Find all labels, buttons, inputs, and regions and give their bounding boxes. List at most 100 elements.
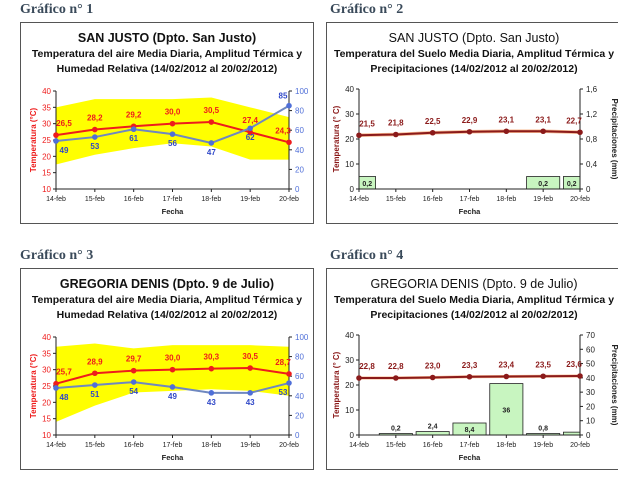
data-point xyxy=(208,390,215,396)
y-tick-label: 35 xyxy=(42,349,51,358)
data-label: 30,5 xyxy=(204,106,220,115)
data-label: 53 xyxy=(90,142,99,151)
data-label: 26,5 xyxy=(56,119,72,128)
data-label: 27,4 xyxy=(242,116,258,125)
y-tick-label: 20 xyxy=(42,398,51,407)
chart-subtitle: Temperatura del aire Media Diaria, Ampli… xyxy=(31,48,303,60)
x-tick-label: 14-feb xyxy=(46,442,66,449)
y2-tick-label: 0 xyxy=(586,431,591,440)
y2-tick-label: 1,6 xyxy=(586,85,598,94)
data-point xyxy=(169,384,176,390)
x-tick-label: 20-feb xyxy=(570,442,590,449)
y-axis-title: Temperatura (°C) xyxy=(29,107,38,172)
chart-subtitle: Precipitaciones (14/02/2012 al 20/02/201… xyxy=(370,309,578,321)
data-label: 24,3 xyxy=(275,126,291,135)
y-tick-label: 10 xyxy=(345,160,354,169)
chart-3: GREGORIA DENIS (Dpto. 9 de Julio) Temper… xyxy=(20,268,314,470)
y2-tick-label: 50 xyxy=(586,360,595,369)
data-point xyxy=(169,366,176,373)
y2-tick-label: 100 xyxy=(295,333,309,342)
data-point xyxy=(208,119,215,125)
x-tick-label: 18-feb xyxy=(496,442,516,449)
chart-subtitle: Temperatura del Suelo Media Diaria, Ampl… xyxy=(333,48,615,60)
data-point xyxy=(130,367,137,374)
chart-subtitle: Humedad Relativa (14/02/2012 al 20/02/20… xyxy=(56,63,278,75)
x-tick-label: 19-feb xyxy=(240,196,260,203)
x-tick-label: 17-feb xyxy=(163,196,183,203)
data-label: 43 xyxy=(207,398,216,407)
y-tick-label: 25 xyxy=(42,382,51,391)
chart-4-plot: 0,2 2,4 8,4 36 0,8 0 10 20 30 40 0 10 20 30 40 50 60 70 14… xyxy=(332,331,618,462)
y-tick-label: 40 xyxy=(345,85,354,94)
data-label: 49 xyxy=(60,146,69,155)
chart-3-plot: 10 15 20 25 30 35 40 0 20 40 60 80 100 14-feb 15-feb 16… xyxy=(29,333,309,462)
y-tick-label: 0 xyxy=(350,431,355,440)
data-label: 54 xyxy=(129,387,138,396)
x-tick-label: 15-feb xyxy=(85,196,105,203)
data-label: 29,7 xyxy=(126,355,142,364)
x-tick-label: 15-feb xyxy=(85,442,105,449)
bar-data-label: 2,4 xyxy=(428,424,438,431)
y2-tick-label: 20 xyxy=(295,165,304,174)
chart-2-heading: Gráfico n° 2 xyxy=(330,2,404,17)
data-label: 25,7 xyxy=(56,368,72,377)
chart-4: GREGORIA DENIS (Dpto. 9 de Julio) Temper… xyxy=(326,268,618,470)
y2-tick-label: 1,2 xyxy=(586,110,598,119)
data-point xyxy=(503,373,510,380)
y-tick-label: 40 xyxy=(345,331,354,340)
y2-tick-label: 40 xyxy=(295,392,304,401)
y-tick-label: 40 xyxy=(42,333,51,342)
data-label: 43 xyxy=(246,398,255,407)
data-point xyxy=(130,379,137,385)
data-label: 49 xyxy=(168,392,177,401)
data-point xyxy=(92,370,98,377)
data-point xyxy=(577,129,583,136)
data-point xyxy=(247,365,253,371)
data-point xyxy=(286,380,292,386)
data-label: 22,5 xyxy=(425,117,441,126)
data-point xyxy=(429,374,436,381)
y2-tick-label: 0 xyxy=(295,185,300,194)
x-axis-title: Fecha xyxy=(459,207,482,216)
data-point xyxy=(503,128,510,135)
bar-data-label: 0,2 xyxy=(391,426,401,433)
data-point xyxy=(540,373,546,380)
y-axis-title: Temperatura (°C) xyxy=(29,353,38,418)
x-tick-label: 17-feb xyxy=(460,196,480,203)
x-tick-label: 19-feb xyxy=(533,196,553,203)
data-point xyxy=(247,390,253,396)
y2-tick-label: 20 xyxy=(295,411,304,420)
data-point xyxy=(53,132,59,138)
x-tick-label: 15-feb xyxy=(386,196,406,203)
data-label: 22,9 xyxy=(462,116,478,125)
data-point xyxy=(577,373,583,379)
x-tick-label: 16-feb xyxy=(124,196,144,203)
x-tick-label: 19-feb xyxy=(533,442,553,449)
y2-axis-title: Precipitaciones (mm) xyxy=(610,345,618,426)
y2-tick-label: 60 xyxy=(295,372,304,381)
data-label: 28,2 xyxy=(87,114,103,123)
data-label: 21,8 xyxy=(388,119,404,128)
x-tick-label: 20-feb xyxy=(279,442,299,449)
data-point xyxy=(247,125,253,132)
data-label: 23,3 xyxy=(462,361,478,370)
data-label: 22,8 xyxy=(359,362,375,371)
y2-tick-label: 30 xyxy=(586,388,595,397)
chart-subtitle: Precipitaciones (14/02/2012 al 20/02/201… xyxy=(370,63,578,75)
y2-tick-label: 70 xyxy=(586,331,595,340)
y2-tick-label: 20 xyxy=(586,402,595,411)
y-tick-label: 30 xyxy=(42,366,51,375)
data-label: 30,5 xyxy=(242,352,258,361)
data-label: 23,1 xyxy=(499,115,515,124)
data-label: 23,5 xyxy=(535,360,551,369)
y-tick-label: 15 xyxy=(42,415,51,424)
data-point xyxy=(247,129,253,135)
data-label: 22,7 xyxy=(566,116,582,125)
data-label: 23,0 xyxy=(425,362,441,371)
bar-data-label: 8,4 xyxy=(465,427,475,434)
y-tick-label: 30 xyxy=(42,120,51,129)
chart-2: SAN JUSTO (Dpto. San Justo) Temperatura … xyxy=(326,22,618,224)
data-label: 47 xyxy=(207,148,216,157)
y2-tick-label: 0,8 xyxy=(586,135,598,144)
data-point xyxy=(130,126,137,133)
